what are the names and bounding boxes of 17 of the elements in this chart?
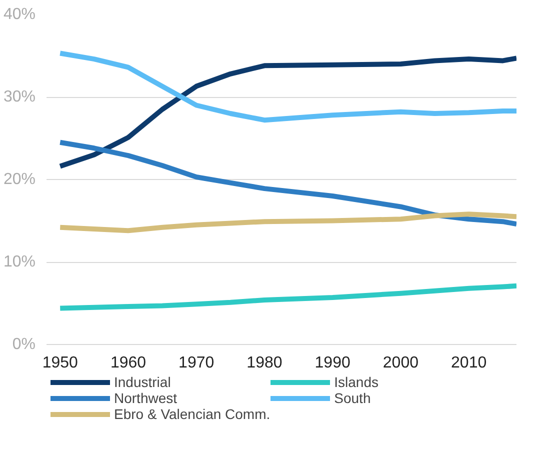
legend-label: Industrial [114,374,172,390]
x-tick-label: 1970 [178,354,214,372]
x-tick-label: 1950 [42,354,78,372]
x-tick-label: 1980 [246,354,282,372]
y-tick-label: 10% [3,254,36,270]
legend-label: Ebro & Valencian Comm. [114,406,270,422]
x-tick-label: 1990 [314,354,350,372]
legend-label: Northwest [114,390,178,406]
y-tick-label: 30% [3,88,36,106]
x-tick-label: 2000 [382,354,419,372]
y-tick-label: 40% [3,6,36,23]
x-tick-label: 1960 [110,354,146,372]
y-tick-label: 20% [3,171,36,188]
legend-label: Islands [334,374,380,390]
x-tick-label: 2010 [451,354,487,372]
y-tick-label: 0% [12,336,36,353]
legend-label: South [334,390,372,406]
